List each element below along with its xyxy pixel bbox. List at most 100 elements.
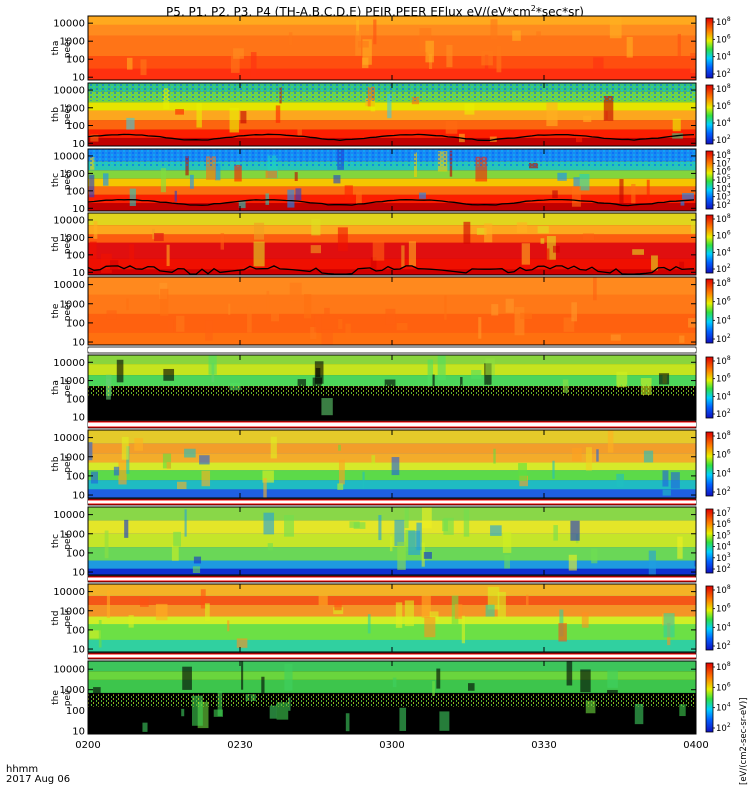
- colorbar-tick-exp: 8: [727, 584, 731, 591]
- energy-band: [88, 194, 696, 204]
- flux-stripe: [432, 681, 435, 696]
- flux-stripe: [100, 253, 112, 273]
- flux-stripe: [395, 602, 403, 628]
- flux-stripe: [445, 120, 458, 134]
- flux-stripe: [240, 111, 247, 124]
- flux-stripe: [442, 519, 448, 532]
- flux-stripe: [236, 638, 248, 648]
- flux-stripe: [573, 177, 580, 187]
- flux-stripe: [184, 448, 196, 458]
- colorbar-tick-exp: 2: [727, 408, 731, 415]
- colorbar-tick-label: 103: [716, 552, 731, 564]
- flux-stripe: [581, 612, 589, 628]
- flux-stripe: [521, 243, 530, 265]
- flux-stripe: [425, 40, 434, 63]
- flux-stripe: [677, 33, 681, 60]
- flux-stripe: [580, 669, 591, 693]
- y-tick-label: 10000: [53, 433, 85, 444]
- flux-stripe: [421, 542, 425, 567]
- energy-band: [88, 56, 696, 69]
- flux-stripe: [128, 615, 134, 628]
- y-tick-label: 1000: [60, 37, 85, 48]
- colorbar: [705, 214, 714, 274]
- colorbar-tick-exp: 6: [727, 518, 731, 525]
- flux-stripe: [505, 298, 514, 313]
- flux-stripe: [568, 554, 577, 571]
- flux-stripe: [591, 548, 598, 564]
- flux-stripe: [387, 93, 392, 119]
- y-tick-label: 100: [66, 706, 85, 717]
- panel-label-probe: thb: [51, 107, 61, 122]
- colorbar-tick-exp: 4: [727, 314, 731, 321]
- flux-stripe: [520, 312, 533, 320]
- flux-stripe: [485, 604, 495, 617]
- colorbar-tick-exp: 4: [727, 246, 731, 253]
- colorbar-tick-label: 104: [716, 117, 731, 129]
- flux-stripe: [155, 603, 168, 621]
- separator-strip-inner: [88, 654, 696, 658]
- flux-stripe: [263, 478, 267, 498]
- flux-stripe: [175, 109, 184, 115]
- flux-stripe: [103, 173, 109, 186]
- flux-stripe: [162, 453, 172, 469]
- flux-stripe: [610, 334, 621, 341]
- panel-label-species: peer: [63, 37, 73, 58]
- energy-band: [88, 294, 696, 314]
- colorbar: [705, 84, 714, 145]
- flux-stripe: [176, 315, 185, 332]
- flux-stripe: [142, 722, 148, 732]
- panel-label-probe: tha: [51, 380, 61, 395]
- panel-label-probe: thc: [51, 173, 61, 187]
- y-tick-label: 1000: [60, 299, 85, 310]
- colorbar-tick-exp: 6: [727, 166, 731, 173]
- flux-stripe: [389, 536, 393, 552]
- flux-stripe: [621, 712, 625, 732]
- flux-stripe: [208, 355, 217, 375]
- colorbar-tick-exp: 5: [727, 529, 731, 536]
- flux-stripe: [419, 28, 432, 52]
- energy-band: [88, 24, 696, 36]
- flux-stripe: [197, 701, 209, 729]
- flux-stripe: [166, 244, 170, 267]
- energy-band: [88, 470, 696, 481]
- flux-stripe: [333, 607, 344, 615]
- separator-strip-inner: [88, 422, 696, 427]
- flux-stripe: [304, 294, 312, 319]
- flux-stripe: [467, 410, 478, 417]
- flux-stripe: [545, 248, 550, 265]
- y-tick-label: 1000: [60, 606, 85, 617]
- colorbar-tick-exp: 4: [727, 117, 731, 124]
- flux-stripe: [391, 457, 400, 476]
- flux-stripe: [596, 449, 599, 462]
- flux-stripe: [362, 471, 365, 489]
- panel-tha-peer: [87, 15, 697, 81]
- flux-stripe: [284, 663, 293, 691]
- colorbar-tick-exp: 2: [727, 722, 731, 729]
- colorbar-tick-label: 106: [716, 518, 731, 530]
- flux-stripe: [288, 32, 293, 46]
- colorbar-tick-label: 106: [716, 33, 731, 45]
- flux-stripe: [516, 222, 528, 233]
- flux-stripe: [496, 45, 502, 73]
- flux-stripe: [525, 594, 529, 606]
- flux-stripe: [167, 319, 174, 333]
- flux-stripe: [607, 430, 614, 453]
- y-tick-label: 100: [66, 121, 85, 132]
- flux-stripe: [634, 703, 644, 725]
- flux-stripe: [471, 369, 482, 379]
- flux-stripe: [679, 335, 685, 343]
- separator-strip-inner: [88, 348, 696, 352]
- panel-label-probe: the: [51, 303, 61, 318]
- panel-label-probe: thc: [51, 534, 61, 548]
- y-tick-label: 10: [72, 73, 85, 84]
- colorbar: [705, 585, 714, 651]
- flux-stripe: [338, 318, 343, 330]
- flux-stripe: [367, 614, 371, 634]
- flux-stripe: [191, 695, 203, 726]
- colorbar-tick-label: 106: [716, 373, 731, 385]
- colorbar: [705, 662, 714, 733]
- flux-stripe: [446, 44, 453, 68]
- panel-label-species: peer: [63, 300, 73, 321]
- colorbar-tick-label: 104: [716, 467, 731, 479]
- flux-stripe: [134, 438, 144, 451]
